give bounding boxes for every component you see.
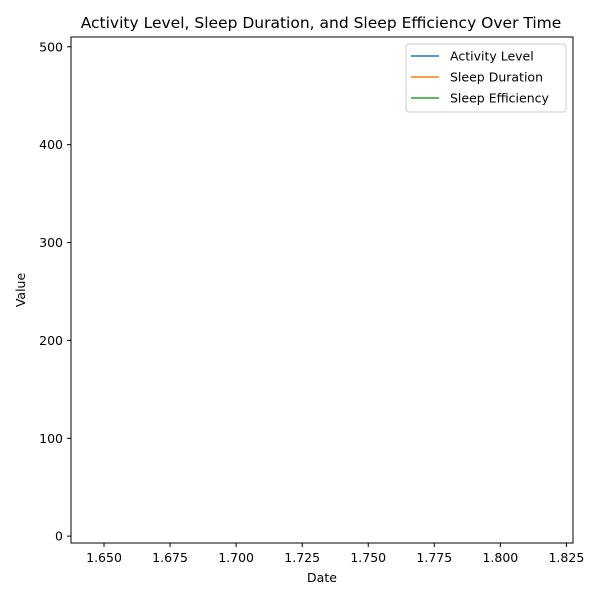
x-axis-label: Date — [307, 570, 337, 585]
legend: Activity Level Sleep Duration Sleep Effici… — [405, 43, 567, 113]
legend-label: Activity Level — [450, 49, 534, 64]
plot-area — [71, 37, 573, 543]
x-tick-label: 1.675 — [152, 550, 188, 565]
y-axis-ticks: 0 100 200 300 400 500 — [39, 39, 71, 544]
x-tick-label: 1.825 — [548, 550, 584, 565]
legend-box — [405, 43, 567, 113]
y-tick-label: 400 — [39, 137, 63, 152]
x-tick-label: 1.800 — [482, 550, 518, 565]
x-tick-label: 1.775 — [416, 550, 452, 565]
plot-frame — [70, 36, 574, 544]
x-tick-label: 1.650 — [86, 550, 122, 565]
legend-label: Sleep Duration — [450, 70, 543, 85]
y-tick-label: 200 — [39, 333, 63, 348]
legend-items: Activity Level Sleep Duration Sleep Effici… — [411, 49, 550, 106]
y-tick-label: 100 — [39, 431, 63, 446]
x-tick-label: 1.750 — [350, 550, 386, 565]
x-tick-label: 1.700 — [218, 550, 254, 565]
y-tick-label: 500 — [39, 39, 63, 54]
x-tick-label: 1.725 — [284, 550, 320, 565]
y-tick-label: 300 — [39, 235, 63, 250]
y-axis-label: Value — [13, 273, 28, 308]
legend-label: Sleep Efficiency — [450, 91, 550, 106]
x-axis-ticks: 1.650 1.675 1.700 1.725 1.750 1.775 1.800 1.825 — [86, 543, 584, 565]
y-tick-label: 0 — [55, 529, 63, 544]
chart-title: Activity Level, Sleep Duration, and Slee… — [81, 14, 562, 32]
